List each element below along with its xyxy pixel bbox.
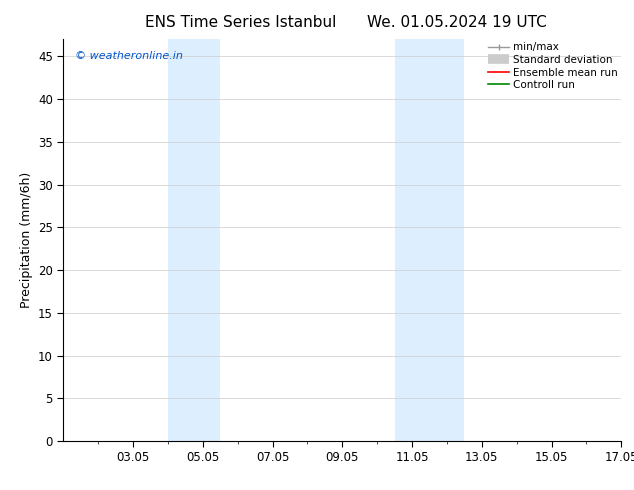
- Text: ENS Time Series Istanbul: ENS Time Series Istanbul: [145, 15, 337, 30]
- Legend: min/max, Standard deviation, Ensemble mean run, Controll run: min/max, Standard deviation, Ensemble me…: [488, 42, 618, 90]
- Bar: [168, 39, 221, 441]
- Text: © weatheronline.in: © weatheronline.in: [75, 51, 183, 61]
- Bar: [394, 39, 464, 441]
- Y-axis label: Precipitation (mm/6h): Precipitation (mm/6h): [20, 172, 32, 308]
- Text: We. 01.05.2024 19 UTC: We. 01.05.2024 19 UTC: [366, 15, 547, 30]
